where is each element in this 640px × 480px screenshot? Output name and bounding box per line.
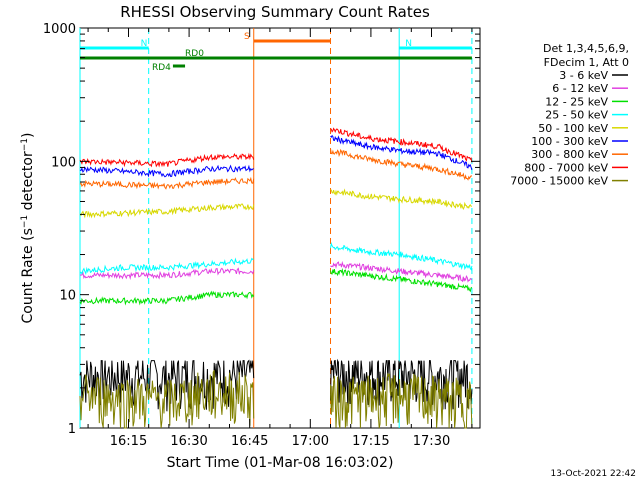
series-line-5 bbox=[79, 164, 254, 178]
y-axis-label-start: Count Rate (s bbox=[20, 228, 36, 323]
series-line-7 bbox=[79, 152, 255, 168]
legend-entry-label: 300 - 800 keV bbox=[531, 148, 608, 161]
flag-label: RD0 bbox=[185, 49, 204, 59]
series-line-8 bbox=[79, 369, 255, 429]
legend-entry-label: 50 - 100 keV bbox=[538, 122, 608, 135]
y-tick-label: 10 bbox=[59, 289, 76, 304]
legend-entry-label: 25 - 50 keV bbox=[545, 109, 608, 122]
series-line-2 bbox=[79, 290, 255, 306]
y-axis-ticks: 1 10 100 1000 bbox=[43, 22, 480, 437]
x-tick-label: 17:15 bbox=[352, 434, 389, 449]
series-line-1 bbox=[330, 260, 473, 283]
y-axis-label-end: ) bbox=[20, 133, 36, 138]
series-line-8 bbox=[330, 372, 473, 429]
series-line-4 bbox=[330, 188, 472, 211]
y-axis-label-sup2: −1 bbox=[20, 138, 30, 151]
flag-bars: N N S RD0 RD4 bbox=[80, 32, 472, 73]
series-line-1 bbox=[79, 267, 255, 281]
legend-entry-label: 800 - 7000 keV bbox=[524, 161, 608, 174]
series-line-3 bbox=[330, 242, 473, 271]
flag-label: RD4 bbox=[152, 63, 171, 73]
legend-entry-label: 100 - 300 keV bbox=[531, 135, 608, 148]
chart-title: RHESSI Observing Summary Count Rates bbox=[120, 3, 430, 21]
legend-entry-label: 7000 - 15000 keV bbox=[510, 175, 608, 188]
y-tick-label: 1000 bbox=[43, 22, 76, 37]
flag-label: N bbox=[141, 39, 148, 49]
legend: Det 1,3,4,5,6,9, FDecim 1, Att 0 3 - 6 k… bbox=[510, 42, 629, 188]
series-line-2 bbox=[330, 267, 473, 293]
x-axis-ticks: 16:15 16:30 16:45 17:00 17:15 17:30 bbox=[87, 28, 473, 449]
timestamp: 13-Oct-2021 22:42 bbox=[551, 469, 636, 479]
y-axis-label: Count Rate (s−1 detector−1) bbox=[20, 133, 36, 324]
legend-header-line-1: Det 1,3,4,5,6,9, bbox=[543, 42, 629, 55]
x-tick-label: 16:15 bbox=[110, 434, 147, 449]
series-line-4 bbox=[79, 202, 255, 219]
y-tick-label: 1 bbox=[68, 422, 76, 437]
x-tick-label: 16:30 bbox=[170, 434, 207, 449]
y-axis-label-sup1: −1 bbox=[20, 215, 30, 228]
flag-label: S bbox=[244, 32, 250, 42]
series-line-5 bbox=[330, 134, 473, 171]
x-tick-label: 17:00 bbox=[292, 434, 329, 449]
vertical-markers bbox=[79, 28, 473, 428]
y-axis-label-mid: detector bbox=[20, 151, 36, 215]
legend-entry-label: 6 - 12 keV bbox=[552, 82, 608, 95]
y-tick-label: 100 bbox=[51, 155, 76, 170]
x-axis-label: Start Time (01-Mar-08 16:03:02) bbox=[167, 455, 394, 471]
series-line-6 bbox=[330, 148, 473, 181]
series-group bbox=[79, 127, 473, 429]
series-line-7 bbox=[330, 127, 473, 163]
x-tick-label: 17:30 bbox=[413, 434, 450, 449]
legend-entry-label: 3 - 6 keV bbox=[559, 69, 608, 82]
series-line-3 bbox=[79, 257, 254, 276]
legend-header-line-2: FDecim 1, Att 0 bbox=[544, 56, 629, 69]
legend-entry-label: 12 - 25 keV bbox=[545, 95, 608, 108]
series-line-6 bbox=[79, 176, 255, 190]
flag-label: N bbox=[405, 39, 412, 49]
x-tick-label: 16:45 bbox=[231, 434, 268, 449]
